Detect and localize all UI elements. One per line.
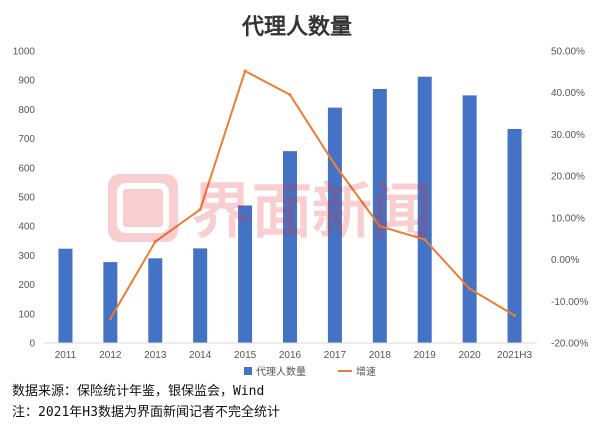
right-axis: -20.00% -10.00% 0.00% 10.00% 20.00% 30.00% 40.… [551, 47, 588, 350]
right-tick-label: 40.00% [551, 88, 585, 99]
bar-2020 [462, 95, 477, 343]
left-axis: 0 100 200 300 400 500 600 700 800 900 1000 [13, 47, 36, 350]
left-tick-label: 200 [18, 280, 35, 291]
bar-2012 [103, 262, 118, 343]
x-tick-label: 2021H3 [497, 350, 532, 361]
left-tick-label: 500 [18, 193, 35, 204]
bar-2016 [283, 151, 297, 343]
line-series [108, 69, 517, 321]
x-tick-label: 2019 [414, 350, 437, 361]
x-tick-label: 2013 [144, 350, 167, 361]
growth-point-2018 [378, 224, 382, 228]
bar-2017 [327, 107, 342, 343]
legend: 代理人数量 增速 [244, 365, 376, 378]
x-tick-label: 2020 [459, 350, 482, 361]
combo-chart: 代理人数量 0 100 200 300 400 500 600 700 800 900 1000 -… [13, 14, 589, 378]
growth-line [109, 69, 516, 320]
right-tick-label: 10.00% [551, 213, 585, 224]
x-tick-label: 2011 [55, 350, 77, 361]
bar-2014 [193, 248, 208, 343]
bar-series [58, 76, 522, 344]
growth-point-2012 [108, 317, 112, 321]
left-tick-label: 0 [29, 339, 35, 350]
left-tick-label: 1000 [13, 47, 36, 58]
x-tick-label: 2014 [189, 350, 212, 361]
left-tick-label: 700 [18, 134, 35, 145]
bar-2018 [372, 88, 387, 344]
left-tick-label: 900 [18, 76, 35, 87]
legend-bar-label: 代理人数量 [256, 365, 306, 378]
right-tick-label: -20.00% [551, 339, 588, 350]
right-tick-label: 0.00% [551, 255, 579, 266]
legend-bar-swatch [244, 367, 252, 375]
bar-2011 [58, 248, 73, 343]
x-tick-label: 2016 [279, 350, 302, 361]
x-tick-label: 2018 [369, 350, 392, 361]
x-tick-label: 2015 [234, 350, 257, 361]
chart-title: 代理人数量 [241, 14, 352, 40]
source-text: 数据来源：保险统计年鉴，银保监会，Wind [12, 384, 265, 399]
right-tick-label: -10.00% [551, 297, 588, 308]
note-text: 注：2021年H3数据为界面新闻记者不完全统计 [12, 405, 280, 420]
left-tick-label: 100 [18, 309, 35, 320]
legend-line-label: 增速 [356, 365, 376, 378]
left-tick-label: 400 [18, 222, 35, 233]
right-tick-label: 20.00% [551, 172, 585, 183]
left-tick-label: 600 [18, 163, 35, 174]
growth-point-2021H3 [513, 313, 517, 317]
left-tick-label: 300 [18, 251, 35, 262]
x-tick-label: 2017 [324, 350, 347, 361]
x-tick-label: 2012 [99, 350, 122, 361]
growth-point-2016 [288, 93, 292, 97]
growth-point-2013 [153, 240, 157, 244]
growth-point-2015 [243, 69, 247, 73]
bar-2013 [148, 258, 163, 343]
bar-2021H3 [507, 128, 522, 343]
right-tick-label: 30.00% [551, 130, 585, 141]
growth-point-2019 [423, 238, 427, 242]
growth-point-2017 [333, 163, 337, 167]
bar-2019 [417, 76, 432, 344]
x-axis: 2011 2012 2013 2014 2015 2016 2017 2018 2019 2020… [43, 342, 537, 361]
left-tick-label: 800 [18, 105, 35, 116]
growth-point-2014 [198, 208, 202, 212]
bar-2015 [238, 205, 253, 343]
growth-point-2020 [468, 287, 472, 291]
right-tick-label: 50.00% [551, 47, 585, 58]
